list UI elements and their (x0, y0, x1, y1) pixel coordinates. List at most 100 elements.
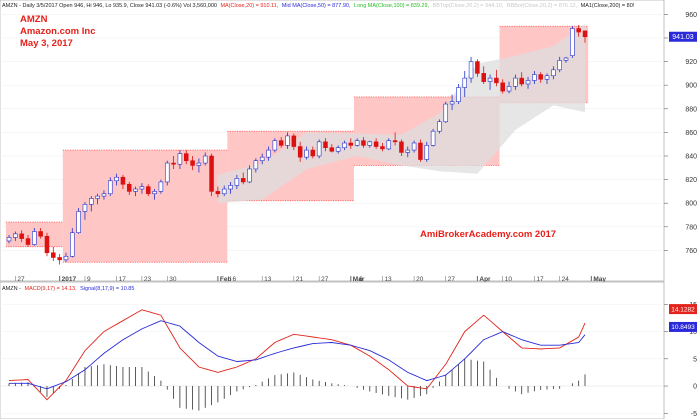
company-name: Amazon.com Inc (20, 26, 96, 37)
candle-body (563, 57, 569, 61)
price-pane: 760780800820840860880900920940960 272017… (0, 0, 697, 283)
candle-body (202, 155, 208, 164)
price-tick-label: 880 (685, 106, 697, 113)
candle-body (418, 142, 423, 160)
candle-body (95, 195, 100, 199)
candle-body (304, 149, 309, 158)
candle-body (348, 142, 354, 146)
macd-status-line: AMZN - MACD(9,17) = 14.13, Signal(8,17,9… (2, 286, 134, 292)
price-axis: 760780800820840860880900920940960 (664, 12, 697, 255)
candle-body (449, 101, 455, 105)
date-tick-label: 10 (505, 276, 513, 283)
macd-line (8, 309, 586, 401)
last-price-text: 941.03 (672, 34, 694, 41)
candle-body (342, 142, 347, 149)
candle-body (576, 28, 581, 33)
candle-body (310, 149, 316, 157)
last-price-tag: 941.03 (669, 31, 697, 42)
candle-body (532, 74, 537, 81)
candle-body (430, 130, 436, 146)
price-status-line: AMZN - Daily 3/5/2017 Open 946, Hi 946, … (2, 3, 635, 9)
candle-body (82, 204, 88, 212)
candle-body (196, 162, 202, 166)
ticker-label: AMZN (20, 14, 48, 25)
price-tick-label: 800 (685, 201, 697, 208)
candle-body (297, 146, 303, 158)
candle-body (481, 73, 486, 82)
status-bbtop: BBTop(Close,20,2) = 944.10, (433, 3, 504, 9)
macd-status-value: MACD(9,17) = 14.13, (24, 286, 77, 292)
candle-body (544, 75, 550, 80)
candle-body (323, 141, 328, 149)
candle-body (234, 178, 240, 186)
date-tick-label: 13 (264, 276, 272, 283)
macd-tick-label: 0 (693, 384, 697, 391)
candle-body (266, 149, 271, 158)
candle-body (171, 162, 176, 165)
candle-body (70, 232, 75, 257)
candle-body (164, 162, 170, 183)
candle-body (76, 211, 81, 233)
candle-body (500, 82, 505, 92)
candle-body (329, 147, 335, 152)
status-ma200: MA1(Close,200) = 80! (581, 3, 635, 9)
date-tick-label: Feb (220, 276, 232, 283)
candle-body (190, 160, 195, 166)
candle-body (513, 77, 518, 87)
candle-body (373, 141, 379, 147)
candle-body (139, 186, 145, 190)
date-tick-label: 13 (384, 276, 392, 283)
candle-body (32, 231, 37, 245)
candle-body (462, 77, 467, 88)
candle-body (386, 140, 392, 150)
status-ma50: Mid MA(Close,50) = 877.90, (282, 3, 351, 9)
price-tick-label: 860 (685, 130, 697, 137)
candle-body (424, 145, 430, 160)
price-tick-label: 760 (685, 248, 697, 255)
candle-body (19, 233, 24, 239)
candle-body (215, 191, 221, 195)
date-tick-label: 30 (169, 276, 177, 283)
candle-body (551, 69, 556, 77)
bollinger-cloud (217, 23, 585, 204)
macd-tick-label: 5 (693, 356, 697, 363)
signal-last-text: 10.8493 (671, 324, 695, 331)
candle-body (525, 80, 531, 85)
macd-pane: -5051015 (0, 281, 697, 419)
candle-body (361, 140, 366, 146)
macd-tick-label: 10 (689, 329, 697, 336)
date-tick-label: 27 (448, 276, 456, 283)
candle-body (51, 252, 56, 258)
candle-body (253, 160, 259, 170)
candle-body (13, 233, 18, 238)
candle-body (133, 188, 138, 192)
price-tick-label: 900 (685, 83, 697, 90)
chart-date: May 3, 2017 (20, 38, 73, 49)
candle-body (285, 135, 290, 146)
date-tick-label: 9 (87, 276, 91, 283)
candle-body (101, 193, 107, 197)
candle-body (519, 77, 524, 85)
candle-body (145, 186, 151, 195)
macd-last-tag: 14.1282 (669, 304, 697, 315)
candle-body (494, 77, 499, 84)
date-tick-label: 23 (144, 276, 152, 283)
macd-tick-label: -5 (691, 411, 697, 418)
candle-body (228, 185, 233, 190)
status-ma20: MA(Close,20) = 910.11, (220, 3, 278, 9)
candle-body (392, 140, 398, 143)
candle-body (240, 178, 246, 183)
candle-body (152, 191, 157, 195)
price-tick-label: 840 (685, 153, 697, 160)
candle-body (209, 155, 214, 192)
candle-body (475, 61, 480, 74)
date-tick-label: 27 (321, 276, 329, 283)
date-tick-label: 2017 (62, 276, 77, 283)
candle-body (557, 60, 562, 71)
candlesticks (6, 24, 588, 265)
signal-status-value: Signal(8,17,9) = 10.85 (80, 286, 134, 292)
candle-body (38, 231, 43, 237)
date-tick-label: Apr (479, 276, 491, 283)
